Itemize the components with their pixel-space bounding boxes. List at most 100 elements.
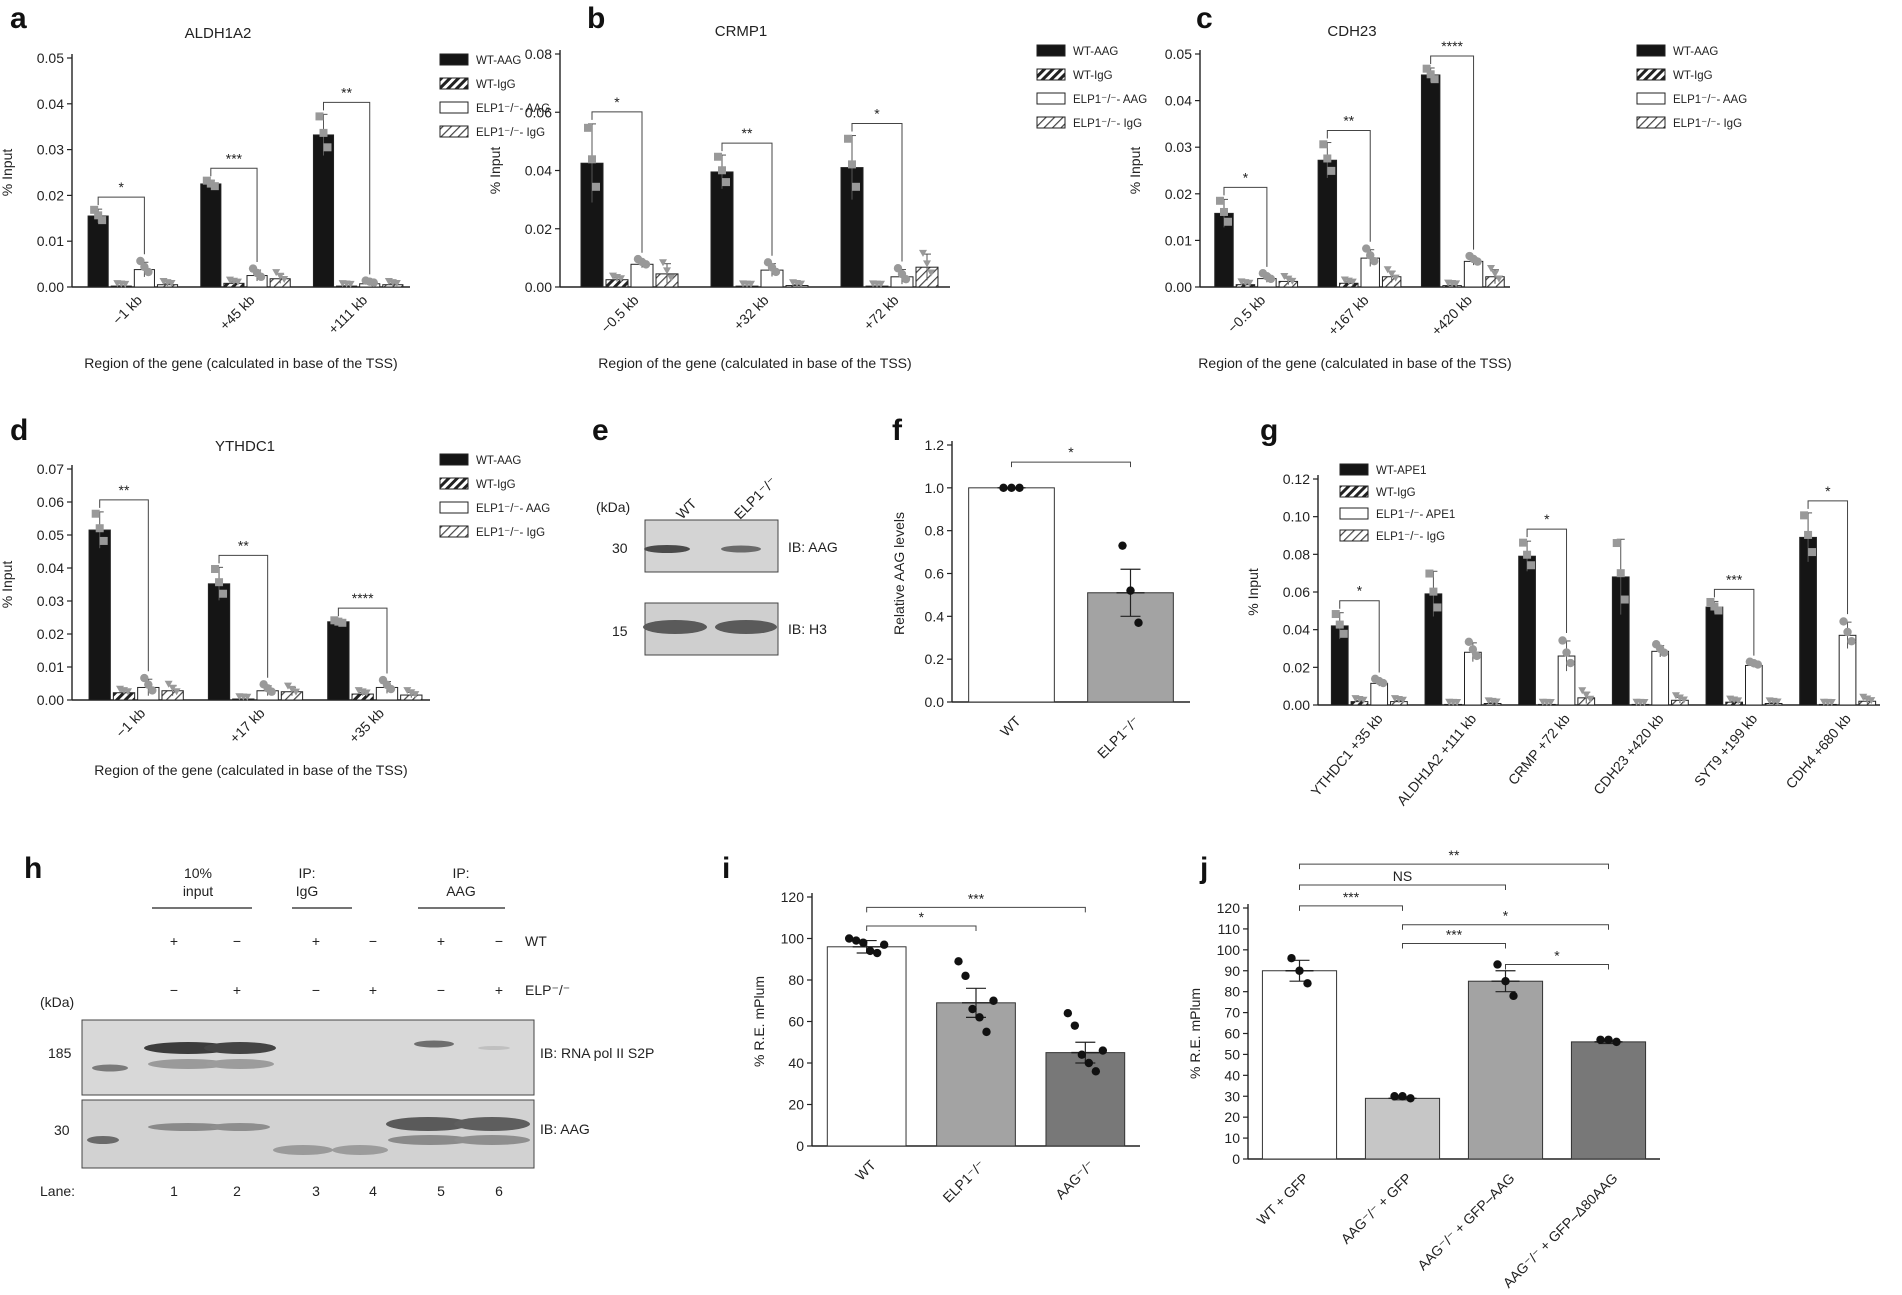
x-tick-label-f-0: WT [997,712,1024,739]
legend-label-a-0: WT-AAG [476,55,521,67]
x-tick-label-g-0: YTHDC1 +35 kb [1308,710,1386,799]
legend-label-g-2: ELP1⁻/⁻- APE1 [1376,509,1455,521]
marker-185-h: 185 [48,1045,72,1061]
lane-number-3: 4 [369,1183,377,1199]
sig-label-b-2: * [874,106,880,122]
y-tick-label-d-4: 0.04 [37,560,64,576]
elp-sign-3: + [369,982,377,998]
bar-f-0 [968,487,1055,703]
bar-b-1-0 [710,171,734,288]
point-d-0-2-0 [140,673,149,683]
sig-bracket-j-4 [1402,943,1506,949]
legend-swatch-d-3 [439,525,469,538]
x-axis-label-a: Region of the gene (calculated in base o… [84,355,397,371]
panel-letter-b: b [587,2,605,35]
y-axis-label-j: % R.E. mPlum [1187,988,1203,1079]
group-header-0-0: 10% [184,865,212,881]
row-label-wt: WT [525,933,547,949]
point-b-2-3-0 [919,249,927,257]
y-tick-label-c-3: 0.03 [1165,139,1192,155]
y-tick-label-g-4: 0.08 [1283,546,1310,562]
point-c-2-3-0 [1487,264,1496,272]
sig-label-a-1: *** [226,150,243,166]
panel-letter-j: j [1199,852,1208,885]
point-b-0-0-0 [584,123,592,132]
point-j-3-0 [1596,1035,1605,1044]
y-tick-label-a-4: 0.04 [37,96,64,112]
legend-label-c-3: ELP1⁻/⁻- IgG [1673,118,1742,130]
legend-swatch-d-1 [439,477,469,490]
legend-swatch-a-0 [439,53,469,66]
legend-label-d-0: WT-AAG [476,455,521,467]
point-g-4-1-2 [1730,696,1739,704]
y-axis-label-g: % Input [1245,568,1261,616]
point-d-0-3-2 [168,684,177,692]
bar-g-2-0 [1518,555,1536,706]
point-a-1-3-1 [280,276,289,284]
point-b-2-2-2 [897,269,907,279]
point-i-2-1 [1070,1021,1080,1030]
bar-c-2-2 [1463,260,1484,288]
wt-sign-4: + [437,933,445,949]
wt-sign-3: − [369,933,377,949]
point-b-2-1-2 [873,280,881,288]
x-tick-label-a-2: +111 kb [325,292,370,337]
x-tick-label-j-3: AAG⁻/⁻ + GFP–Δ80AAG [1500,1170,1621,1291]
point-a-2-3-2 [388,279,397,287]
bar-j-1 [1364,1097,1441,1160]
y-tick-label-b-3: 0.06 [525,104,552,120]
sig-bracket-j-0 [1299,863,1609,870]
sig-label-j-2: *** [1343,889,1360,905]
ib-label-pol2-h: IB: RNA pol II S2P [540,1045,654,1061]
band-h-pol2-lane5 [414,1040,454,1048]
band-h-ladder-185 [92,1064,128,1072]
point-f-0-0 [999,483,1008,493]
point-i-1-4 [982,1027,991,1037]
legend-label-d-3: ELP1⁻/⁻- IgG [476,527,545,539]
point-g-4-0-2 [1710,602,1719,611]
legend-swatch-c-1 [1636,68,1666,81]
point-b-2-0-2 [848,160,856,169]
band-e-aag-elp1 [721,545,761,553]
marker-30-e: 30 [612,540,628,556]
y-tick-label-j-2: 20 [1224,1109,1240,1125]
band-h-pol2-lane1-smear [148,1059,228,1069]
ib-label-h3-e: IB: H3 [788,621,827,637]
point-i-0-4 [872,948,882,958]
x-tick-label-d-2: +35 kb [346,705,387,746]
sig-bracket-b-1 [721,142,773,256]
point-b-0-0-1 [592,182,600,191]
panel-letter-a: a [10,2,27,35]
point-g-0-3-2 [1394,695,1403,703]
point-g-2-2-0 [1558,636,1567,645]
band-h-aag-lane5 [386,1117,470,1131]
point-a-1-2-2 [252,268,262,278]
sig-bracket-a-2 [322,101,371,275]
x-tick-label-g-4: SYT9 +199 kb [1691,710,1761,789]
bar-g-3-2 [1651,650,1670,706]
y-tick-label-c-0: 0.00 [1165,279,1192,295]
point-c-2-3-2 [1491,270,1500,278]
legend-swatch-c-0 [1636,44,1666,57]
y-tick-label-f-0: 0.0 [925,694,945,710]
blot-h-group-headers: 10% input IP: IgG IP: AAG [152,865,505,909]
point-d-1-1-2 [239,693,248,701]
point-a-2-0-1 [323,143,332,152]
elp-sign-2: − [312,982,320,998]
panel-letter-f: f [892,414,903,447]
group-header-2-0: IP: [452,865,469,881]
point-c-0-0-1 [1223,217,1232,226]
point-g-3-0-2 [1616,569,1625,578]
bar-j-0 [1261,970,1338,1160]
ib-label-aag-e: IB: AAG [788,539,838,555]
legend-swatch-b-1 [1036,68,1066,81]
point-a-1-3-0 [272,269,281,277]
point-g-2-2-1 [1566,658,1575,668]
y-tick-label-a-5: 0.05 [37,50,64,66]
point-d-2-0-2 [334,617,343,626]
point-j-0-0 [1287,954,1296,963]
legend-swatch-c-3 [1636,116,1666,129]
point-i-0-1 [851,936,861,945]
point-f-1-1 [1126,586,1135,595]
